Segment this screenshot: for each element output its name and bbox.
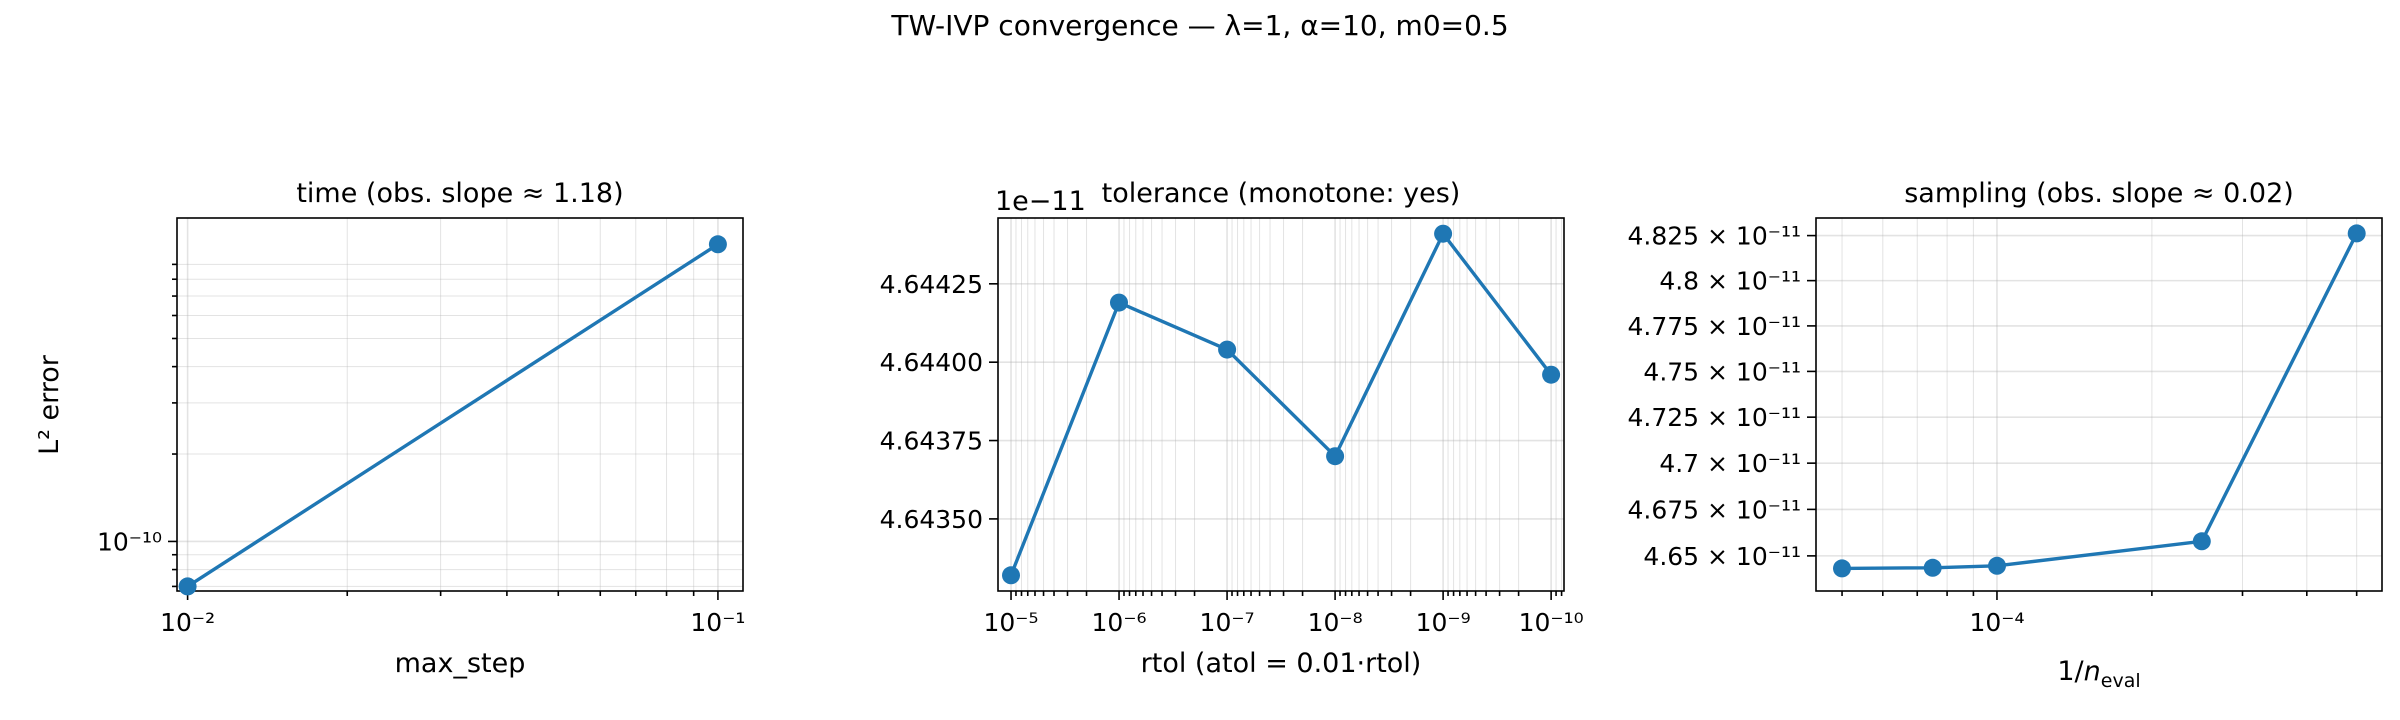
y-tick-suffix: × 10⁻¹¹ <box>1699 542 1801 571</box>
y-tick-suffix: × 10⁻¹¹ <box>1699 312 1801 341</box>
series-line <box>186 242 719 588</box>
data-point <box>1923 558 1942 577</box>
ticks <box>989 283 1563 600</box>
y-tick-label: 4.675 × 10⁻¹¹ <box>1628 495 1801 524</box>
data-point <box>1988 556 2006 575</box>
y-tick-suffix: × 10⁻¹¹ <box>1699 222 1801 251</box>
subplot-sampling: 10⁻⁴4.65 × 10⁻¹¹4.675 × 10⁻¹¹4.7 × 10⁻¹¹… <box>1628 178 2383 692</box>
x-tick-label: 10⁻¹⁰ <box>1519 608 1584 637</box>
subplot-title: sampling (obs. slope ≈ 0.02) <box>1904 178 2294 209</box>
grid <box>177 218 743 591</box>
data-point <box>1833 559 1851 578</box>
y-tick-label: 4.64425 <box>880 270 983 299</box>
y-tick-label: 4.65 × 10⁻¹¹ <box>1643 542 1801 571</box>
series-line <box>1841 232 2359 571</box>
grid <box>998 218 1564 591</box>
y-tick-mantissa: 4.825 <box>1628 222 1700 251</box>
y-tick-label: 4.775 × 10⁻¹¹ <box>1628 312 1801 341</box>
series-line <box>1009 231 1553 576</box>
y-tick-suffix: × 10⁻¹¹ <box>1699 449 1801 478</box>
subplot-title: time (obs. slope ≈ 1.18) <box>296 178 623 209</box>
y-tick-label: 10⁻¹⁰ <box>97 527 162 556</box>
y-tick-mantissa: 4.7 <box>1659 449 1699 478</box>
data-point <box>708 235 727 254</box>
axes-frame <box>176 217 744 592</box>
ticks <box>1807 234 2358 600</box>
data-point <box>1326 447 1345 466</box>
subplot-time: 10⁻² 10⁻¹ 10⁻¹⁰ time (obs. slope ≈ 1.18) max… <box>97 178 746 679</box>
y-tick-label: 4.725 × 10⁻¹¹ <box>1628 403 1801 432</box>
subplot-title: tolerance (monotone: yes) <box>1102 178 1461 209</box>
y-tick-mantissa: 4.65 <box>1643 542 1699 571</box>
x-axis-label: rtol (atol = 0.01·rtol) <box>1141 648 1422 679</box>
y-tick-mantissa: 4.75 <box>1643 357 1699 386</box>
axes-frame <box>1815 217 2383 592</box>
x-tick-label: 10⁻⁹ <box>1416 608 1471 637</box>
x-tick-label: 10⁻² <box>160 608 215 637</box>
data-point <box>178 577 197 596</box>
x-tick-label: 10⁻⁶ <box>1092 608 1147 637</box>
data-point <box>2347 224 2366 243</box>
y-tick-mantissa: 4.8 <box>1659 267 1699 296</box>
y-tick-suffix: × 10⁻¹¹ <box>1699 357 1801 386</box>
figure-ylabel: L² error <box>34 354 65 455</box>
y-tick-mantissa: 4.675 <box>1628 495 1700 524</box>
x-axis-label: max_step <box>395 648 526 679</box>
grid <box>1816 218 2382 591</box>
y-offset-text: 1e−11 <box>995 186 1086 217</box>
y-tick-label: 4.64350 <box>880 505 983 534</box>
y-tick-label: 4.64400 <box>880 348 983 377</box>
y-tick-suffix: × 10⁻¹¹ <box>1699 267 1801 296</box>
x-tick-label: 10⁻¹ <box>690 608 745 637</box>
data-point <box>1434 224 1453 243</box>
x-tick-label: 10⁻⁸ <box>1308 608 1363 637</box>
y-tick-label: 4.8 × 10⁻¹¹ <box>1659 267 1801 296</box>
y-tick-mantissa: 4.725 <box>1628 403 1700 432</box>
x-axis-label: 1/neval <box>2057 656 2140 692</box>
y-tick-label: 4.7 × 10⁻¹¹ <box>1659 449 1801 478</box>
y-tick-label: 4.64375 <box>880 427 983 456</box>
x-tick-label: 10⁻⁴ <box>1969 608 2024 637</box>
y-tick-label: 4.825 × 10⁻¹¹ <box>1628 222 1801 251</box>
axes-frame <box>997 217 1565 592</box>
data-point <box>1218 340 1237 359</box>
subplot-tolerance: 10⁻⁵ 10⁻⁶ 10⁻⁷ 10⁻⁸ 10⁻⁹ 10⁻¹⁰ 4.64350 4.64375 4… <box>880 178 1584 679</box>
y-tick-label: 4.75 × 10⁻¹¹ <box>1643 357 1801 386</box>
x-tick-label: 10⁻⁷ <box>1200 608 1255 637</box>
x-tick-label: 10⁻⁵ <box>984 608 1039 637</box>
y-tick-suffix: × 10⁻¹¹ <box>1699 495 1801 524</box>
data-point <box>1110 293 1128 312</box>
data-point <box>1542 365 1561 384</box>
y-tick-suffix: × 10⁻¹¹ <box>1699 403 1801 432</box>
data-point <box>2192 532 2211 551</box>
data-point <box>1002 566 1020 585</box>
figure-suptitle: TW-IVP convergence — λ=1, α=10, m0=0.5 <box>890 9 1508 42</box>
y-tick-mantissa: 4.775 <box>1628 312 1700 341</box>
